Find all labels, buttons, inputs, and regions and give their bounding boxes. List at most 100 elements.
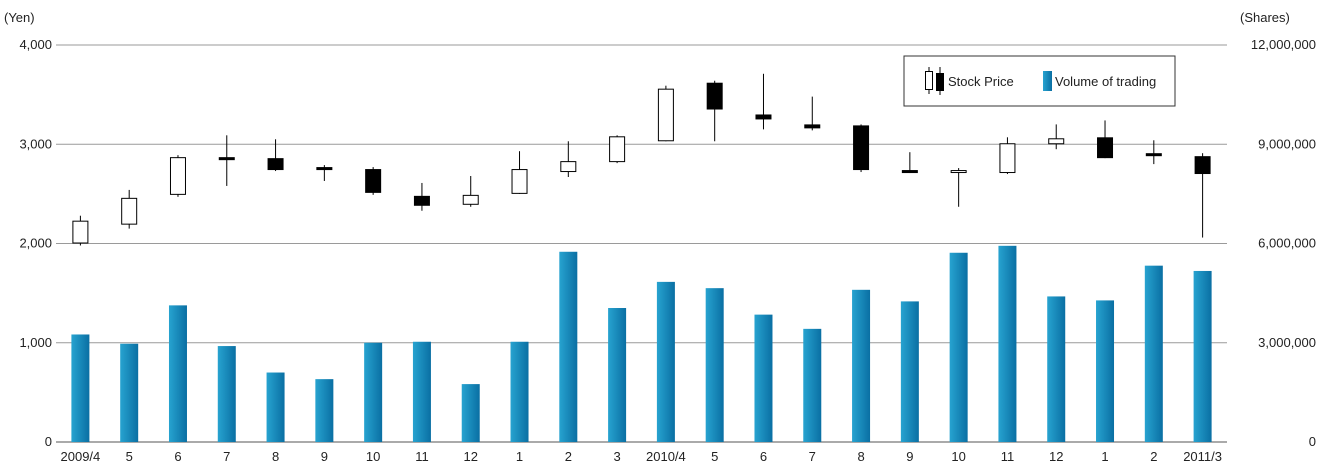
volume-bar (949, 252, 968, 442)
x-tick-label: 6 (760, 449, 767, 464)
x-axis-tick-labels: 2009/4 5 6 7 8 9 10 11 12 1 2 3 2010/4 5 6 7 8 9 10 11 12 1 2 2… (61, 449, 1222, 464)
x-tick-label: 1 (1101, 449, 1108, 464)
volume-bar (315, 379, 334, 442)
candle-body-falling (267, 158, 284, 171)
left-axis-ticks: 0 1,000 2,000 3,000 4,000 (19, 37, 52, 449)
x-tick-label: 2 (1150, 449, 1157, 464)
legend: Stock Price Volume of trading (903, 55, 1176, 107)
volume-bar (900, 301, 919, 442)
candle-body-falling (1145, 153, 1162, 157)
candle-body-falling (755, 114, 772, 120)
volume-bar (998, 245, 1017, 442)
candle-body-rising (1048, 138, 1065, 145)
candle-body-falling (804, 124, 821, 129)
candle (462, 176, 479, 207)
x-tick-label: 10 (951, 449, 965, 464)
candle (999, 137, 1016, 175)
candle (901, 152, 918, 174)
candle-body-falling (218, 157, 235, 161)
volume-bar (168, 305, 187, 442)
candle-body-falling (853, 125, 870, 171)
volume-bar (852, 289, 871, 442)
x-tick-label: 2009/4 (61, 449, 101, 464)
candle-body-falling (1097, 137, 1114, 159)
volume-bar (608, 308, 627, 442)
candle-body-rising (560, 161, 577, 173)
right-tick-label: 9,000,000 (1258, 136, 1316, 151)
candle (413, 182, 430, 211)
x-tick-label: 11 (1001, 449, 1015, 464)
x-tick-label: 1 (516, 449, 523, 464)
x-tick-label: 12 (1049, 449, 1063, 464)
x-tick-label: 10 (366, 449, 380, 464)
x-tick-label: 8 (272, 449, 279, 464)
candle-body-falling (901, 170, 918, 174)
left-tick-label: 2,000 (19, 236, 52, 251)
x-tick-label: 9 (906, 449, 913, 464)
candle (1097, 120, 1114, 159)
candle (657, 85, 674, 142)
volume-bar (656, 281, 675, 442)
candle (706, 80, 723, 142)
volume-bar (559, 251, 578, 442)
candle (560, 141, 577, 178)
candle-body-rising (657, 88, 674, 142)
candle-body-falling (365, 169, 382, 193)
candle-body-rising (121, 197, 138, 225)
candle-body-rising (950, 170, 967, 174)
volume-bar (510, 341, 529, 442)
legend-stock-price-label: Stock Price (948, 74, 1014, 89)
x-tick-label: 9 (321, 449, 328, 464)
candle (169, 155, 186, 197)
volume-bar (1193, 270, 1212, 442)
right-tick-label: 3,000,000 (1258, 335, 1316, 350)
right-axis-unit-label: (Shares) (1240, 10, 1290, 25)
candle-body-falling (1194, 156, 1211, 175)
volume-bar (1047, 296, 1066, 442)
candle (1048, 124, 1065, 150)
volume-bar (754, 314, 773, 442)
candle-body-rising (999, 143, 1016, 174)
volume-bar (1096, 300, 1115, 442)
candle-body-falling (706, 82, 723, 110)
right-tick-label: 0 (1309, 434, 1316, 449)
volume-bars (71, 245, 1212, 442)
volume-bar (364, 342, 383, 442)
x-tick-label: 8 (857, 449, 864, 464)
candle-body-rising (169, 157, 186, 195)
right-tick-label: 12,000,000 (1251, 37, 1316, 52)
x-tick-label: 12 (463, 449, 477, 464)
volume-bar (71, 334, 90, 442)
volume-bar (266, 372, 285, 442)
left-tick-label: 1,000 (19, 335, 52, 350)
candle (511, 151, 528, 194)
candle (1145, 140, 1162, 165)
x-tick-label: 2011/3 (1183, 449, 1222, 464)
x-tick-label: 5 (711, 449, 718, 464)
candle (853, 124, 870, 173)
gridlines (56, 44, 1227, 443)
left-tick-label: 0 (45, 434, 52, 449)
candle-body-rising (511, 169, 528, 194)
x-tick-label: 2010/4 (646, 449, 686, 464)
candle-body-falling (413, 195, 430, 206)
candle-body-rising (72, 220, 89, 244)
volume-bar (120, 343, 139, 442)
volume-bar (217, 346, 236, 442)
volume-bar (412, 341, 431, 442)
x-tick-label: 7 (223, 449, 230, 464)
volume-bar (803, 328, 822, 442)
candle (218, 135, 235, 186)
candle (316, 165, 333, 181)
candle (267, 139, 284, 172)
x-tick-label: 3 (613, 449, 620, 464)
legend-volume-swatch (1043, 71, 1052, 91)
x-tick-label: 5 (126, 449, 133, 464)
volume-bar (1144, 265, 1163, 442)
legend-box (903, 55, 1176, 107)
legend-candle-icon (925, 67, 944, 95)
candle (72, 215, 89, 246)
right-tick-label: 6,000,000 (1258, 236, 1316, 251)
candle (950, 168, 967, 207)
